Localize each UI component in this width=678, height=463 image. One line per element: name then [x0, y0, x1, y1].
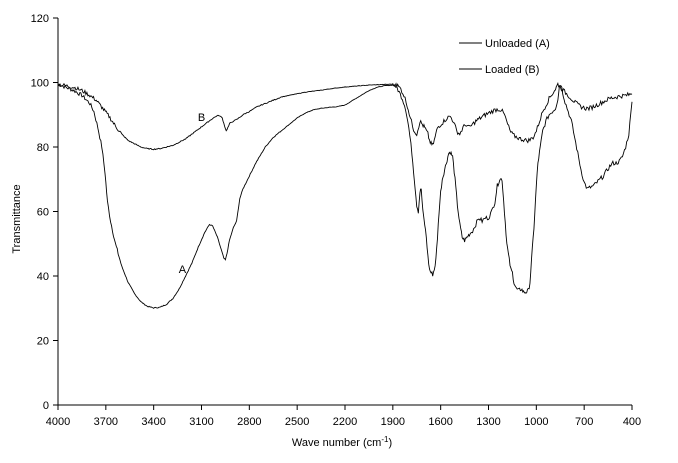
legend-label: Unloaded (A) — [485, 38, 550, 50]
x-tick-label: 2200 — [333, 416, 357, 428]
y-tick-label: 20 — [37, 336, 49, 348]
x-axis-label-superscript: -1 — [381, 435, 389, 444]
plot-frame — [57, 18, 632, 406]
y-tick-label: 60 — [37, 207, 49, 219]
x-tick-label: 3400 — [141, 416, 165, 428]
x-tick-label: 1600 — [428, 416, 452, 428]
legend-label: Loaded (B) — [485, 64, 539, 76]
series-line-unloaded — [57, 82, 633, 309]
y-axis-ticks: 0 20 40 60 80 100 120 — [31, 13, 58, 412]
series-marker-label-a: A — [179, 264, 187, 276]
series-layer: AB — [57, 81, 633, 309]
series-marker-label-b: B — [198, 112, 205, 124]
x-tick-label: 400 — [623, 416, 641, 428]
x-tick-label: 1900 — [381, 416, 405, 428]
x-axis-label: Wave number (cm-1) — [292, 435, 392, 449]
x-axis-label-main: Wave number (cm — [292, 437, 381, 449]
x-tick-label: 700 — [575, 416, 593, 428]
y-tick-label: 80 — [37, 142, 49, 154]
x-tick-label: 2800 — [237, 416, 261, 428]
x-axis-ticks: 4000 3700 3400 3100 2800 2500 2200 1900 1600 1300… — [46, 405, 641, 428]
x-tick-label: 2500 — [285, 416, 309, 428]
x-tick-label: 3100 — [189, 416, 213, 428]
series-line-loaded — [57, 81, 633, 151]
y-tick-label: 0 — [43, 400, 49, 412]
y-tick-label: 120 — [31, 13, 49, 25]
y-axis-label: Transmittance — [11, 184, 23, 253]
y-tick-label: 40 — [37, 271, 49, 283]
legend: Unloaded (A) Loaded (B) — [459, 38, 550, 76]
x-tick-label: 1000 — [524, 416, 548, 428]
x-tick-label: 3700 — [94, 416, 118, 428]
y-tick-label: 100 — [31, 78, 49, 90]
x-tick-label: 1300 — [476, 416, 500, 428]
x-axis-label-close: ) — [388, 437, 392, 449]
x-tick-label: 4000 — [46, 416, 70, 428]
